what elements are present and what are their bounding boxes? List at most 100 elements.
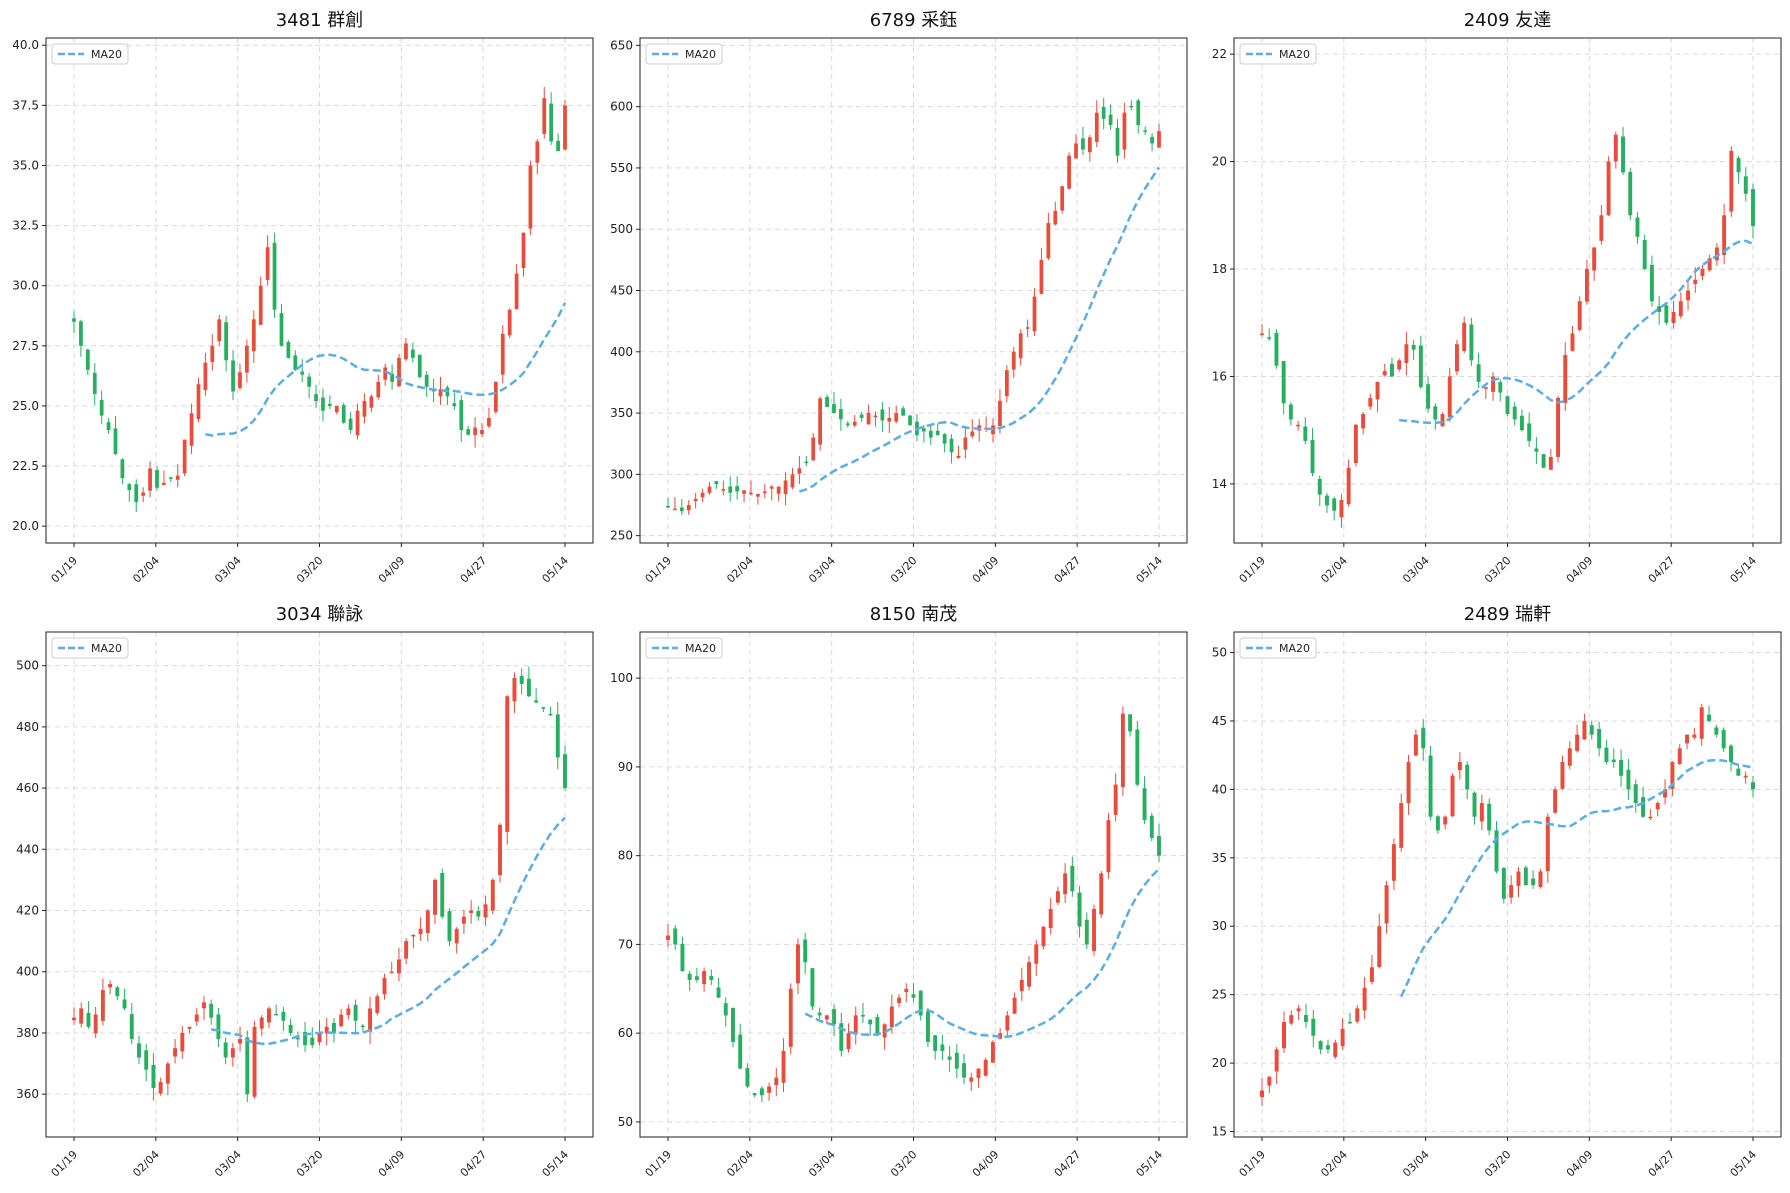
candle-body	[122, 999, 127, 1009]
candle-body	[1476, 364, 1481, 382]
candle	[383, 363, 388, 386]
candle-body	[1281, 361, 1286, 404]
candle	[252, 1020, 257, 1099]
candle-body	[1041, 926, 1046, 947]
x-tick-label: 03/04	[1400, 554, 1432, 586]
candle-body	[72, 1017, 76, 1021]
candle	[541, 706, 546, 713]
candle-body	[1012, 997, 1017, 1014]
candle	[680, 936, 685, 972]
x-tick-label: 04/09	[1564, 554, 1596, 586]
candle	[548, 706, 553, 716]
candle	[1426, 376, 1431, 413]
candle-body	[693, 498, 698, 502]
candle-body	[921, 428, 926, 432]
candle-body	[1274, 1049, 1279, 1072]
candle-body	[1070, 865, 1075, 892]
candle	[216, 1008, 221, 1047]
candle-body	[1465, 764, 1470, 790]
candle-body	[811, 437, 816, 461]
candle	[245, 1030, 250, 1103]
x-tick-label: 02/04	[130, 554, 162, 586]
candle	[1597, 721, 1602, 757]
candle-body	[521, 232, 526, 269]
chart-panel-2: 250 300 350 400 450 500 550 600 650 01/19 02/04 03/…	[610, 10, 1188, 586]
candle-body	[1143, 130, 1148, 132]
candle-body	[1087, 137, 1092, 153]
candle	[928, 424, 933, 445]
candle-body	[990, 1042, 995, 1063]
ma20-line	[1399, 239, 1754, 424]
candle	[1613, 131, 1618, 169]
candle-body	[904, 988, 909, 993]
candle	[1664, 304, 1669, 326]
candle-body	[694, 976, 699, 980]
y-tick-label: 35.0	[12, 158, 39, 172]
chart-title: 2409 友達	[1464, 10, 1552, 31]
candle-body	[251, 319, 256, 352]
candle-body	[1101, 107, 1106, 119]
candle	[447, 908, 452, 947]
candle-body	[1721, 729, 1726, 749]
x-tick-label: 05/14	[1728, 554, 1760, 586]
candle	[224, 315, 229, 372]
x-tick-label: 03/04	[212, 554, 244, 586]
candle-body	[1018, 333, 1023, 359]
candle-body	[1025, 327, 1030, 329]
candle-body	[762, 491, 767, 494]
candle	[1012, 992, 1017, 1014]
candle	[1025, 319, 1030, 338]
candle	[817, 1007, 822, 1019]
candle-body	[702, 971, 707, 985]
candle	[1476, 352, 1481, 389]
y-tick-label: 45	[1212, 714, 1227, 728]
y-tick-label: 20.0	[12, 519, 39, 533]
candle	[1135, 720, 1140, 787]
candle	[962, 1054, 967, 1085]
candle-body	[1613, 134, 1618, 162]
y-tick-label: 22	[1212, 47, 1227, 61]
candle	[1368, 393, 1373, 410]
candle-body	[473, 427, 477, 436]
candle	[897, 994, 902, 1008]
candle	[1067, 152, 1071, 190]
candle	[1346, 459, 1351, 507]
candle-body	[134, 484, 139, 503]
candle	[1011, 346, 1016, 378]
x-tick-label: 04/27	[1646, 1148, 1678, 1180]
candle-body	[767, 1086, 772, 1093]
candle-body	[1443, 816, 1448, 825]
x-tick-label: 05/14	[1134, 1148, 1166, 1180]
x-tick-label: 04/09	[970, 554, 1002, 586]
y-tick-label: 450	[610, 284, 633, 298]
candle-body	[265, 247, 270, 280]
candle	[127, 482, 132, 502]
candle-body	[1081, 138, 1085, 150]
y-tick-label: 500	[16, 659, 39, 673]
candle-body	[1346, 467, 1351, 505]
candle-body	[908, 415, 912, 426]
candle	[818, 396, 823, 451]
candle-body	[1548, 457, 1553, 470]
candle-body	[217, 319, 222, 342]
candle	[839, 398, 843, 431]
candle-body	[1641, 797, 1646, 817]
candle-body	[853, 1015, 858, 1034]
y-tick-label: 420	[16, 904, 39, 918]
candle	[1311, 1010, 1316, 1048]
candle-body	[954, 1052, 959, 1069]
candle	[1115, 119, 1120, 163]
candle	[210, 334, 215, 371]
candle	[742, 489, 746, 503]
y-tick-label: 600	[610, 100, 633, 114]
plot-frame	[1233, 37, 1782, 544]
candle-body	[873, 415, 878, 418]
candle	[716, 977, 721, 998]
candle-body	[534, 700, 539, 703]
candle	[1487, 798, 1492, 836]
candle-body	[92, 372, 97, 394]
candle-body	[1556, 397, 1561, 457]
candle	[1443, 815, 1448, 830]
candle-body	[556, 140, 560, 152]
plot-frame	[639, 631, 1188, 1138]
